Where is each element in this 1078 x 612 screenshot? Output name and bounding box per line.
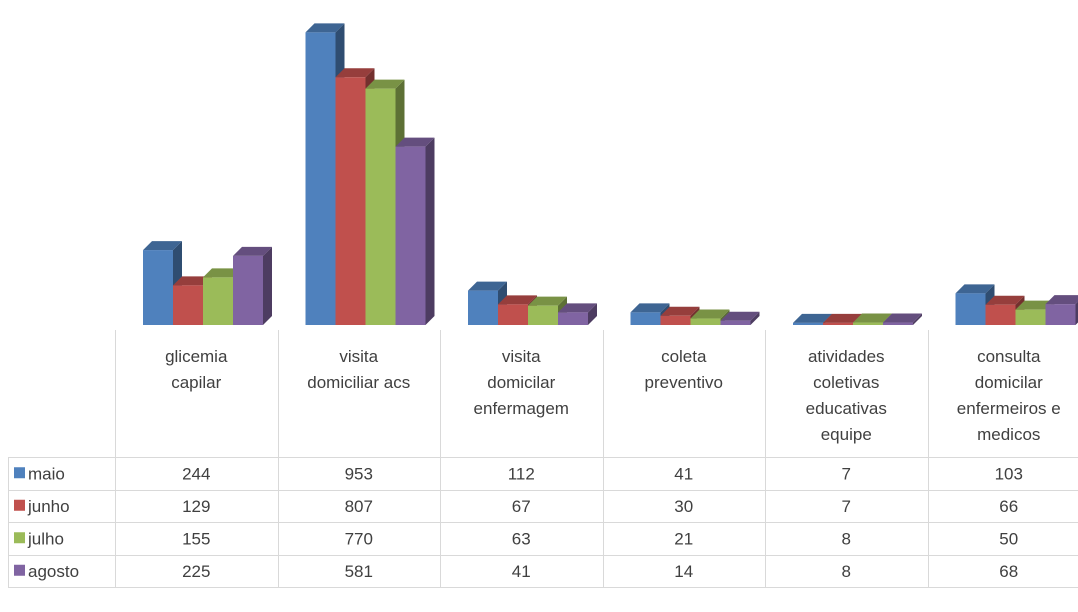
bar-front [1016, 310, 1046, 325]
data-label: 581 [345, 562, 373, 581]
data-label: 8 [842, 529, 851, 548]
bar-front [1046, 304, 1076, 325]
data-label: 63 [512, 529, 531, 548]
bar-front [883, 323, 913, 325]
data-label: 68 [999, 562, 1018, 581]
bar-front [528, 306, 558, 325]
bar-front [853, 323, 883, 325]
data-label: 7 [842, 497, 851, 516]
bar-agosto-2 [396, 138, 435, 325]
legend-label-julho: julho [27, 529, 64, 548]
bar-front [661, 316, 691, 325]
data-label: 21 [674, 529, 693, 548]
legend-label-maio: maio [28, 464, 65, 483]
data-label: 244 [182, 464, 210, 483]
bar-front [306, 32, 336, 325]
bar-front [336, 77, 366, 325]
data-label: 770 [345, 529, 373, 548]
bar-front [986, 305, 1016, 325]
bar-agosto-6 [1046, 295, 1078, 325]
legend-label-agosto: agosto [28, 562, 79, 581]
bar-agosto-3 [558, 303, 597, 325]
bar-front [203, 277, 233, 325]
bar-front [173, 285, 203, 325]
bar-front [691, 319, 721, 325]
bar-front [396, 147, 426, 325]
legend-key-junho [14, 500, 25, 511]
bar-front [721, 321, 751, 325]
bar-top [1046, 295, 1078, 304]
data-label: 155 [182, 529, 210, 548]
legend-key-julho [14, 532, 25, 543]
bar-front [233, 256, 263, 325]
data-label: 8 [842, 562, 851, 581]
bar-front [793, 323, 823, 325]
data-label: 807 [345, 497, 373, 516]
data-label: 41 [674, 464, 693, 483]
data-label: 41 [512, 562, 531, 581]
table-row: maio 244 953 112 41 7 103 [14, 464, 1023, 483]
data-label: 103 [995, 464, 1023, 483]
bar-front [631, 312, 661, 325]
bar-front [956, 293, 986, 325]
data-label: 953 [345, 464, 373, 483]
bar-front [823, 323, 853, 325]
table-row: junho 129 807 67 30 7 66 [14, 497, 1018, 516]
table-grid [8, 330, 1078, 588]
data-label: 14 [674, 562, 693, 581]
bar-side [263, 247, 272, 325]
data-label: 30 [674, 497, 693, 516]
data-label: 66 [999, 497, 1018, 516]
table-row: agosto 225 581 41 14 8 68 [14, 562, 1018, 581]
data-label: 112 [508, 464, 535, 483]
data-label: 129 [182, 497, 210, 516]
data-label: 7 [842, 464, 851, 483]
legend-key-agosto [14, 565, 25, 576]
legend-key-maio [14, 467, 25, 478]
bar-front [366, 89, 396, 325]
bar-agosto-1 [233, 247, 272, 325]
bar-front [143, 250, 173, 325]
bar-side [426, 138, 435, 325]
table-row: julho 155 770 63 21 8 50 [14, 529, 1018, 548]
bar-front [468, 291, 498, 325]
data-label: 225 [182, 562, 210, 581]
data-label: 67 [512, 497, 531, 516]
bars [143, 23, 1078, 325]
bar-front [498, 304, 528, 325]
legend-label-junho: junho [27, 497, 70, 516]
bar-front [558, 312, 588, 325]
data-label: 50 [999, 529, 1018, 548]
